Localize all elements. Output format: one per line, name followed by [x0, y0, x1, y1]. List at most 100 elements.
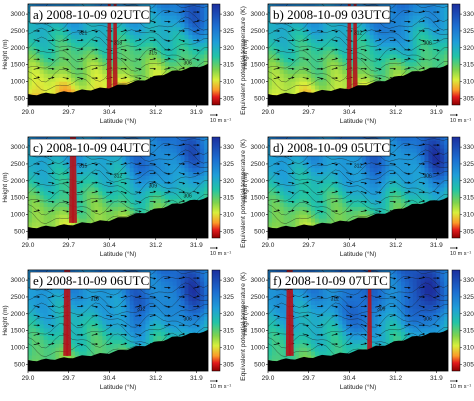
field-cell [47, 54, 53, 59]
wind-arrowhead [153, 180, 156, 184]
field-cell [330, 77, 336, 83]
field-cell [184, 148, 190, 154]
field-cell [161, 35, 166, 40]
field-cell [389, 31, 394, 36]
wind-arrowhead [168, 153, 171, 156]
field-cell [110, 70, 115, 75]
wind-arrowhead [66, 201, 69, 204]
field-cell [125, 58, 131, 63]
field-cell [196, 144, 201, 150]
field-cell [299, 199, 304, 204]
field-cell [102, 175, 107, 181]
wind-arrowhead [168, 199, 171, 203]
field-cell [412, 50, 418, 56]
field-cell [180, 54, 186, 59]
field-cell [145, 27, 150, 32]
field-cell [118, 58, 123, 63]
field-cell [28, 38, 33, 44]
field-cell [416, 27, 422, 32]
field-cell [192, 54, 197, 59]
field-cell [82, 218, 88, 224]
field-cell [168, 15, 174, 21]
field-cell [444, 50, 448, 56]
field-cell [350, 164, 355, 169]
field-cell [168, 148, 174, 154]
field-cell [149, 73, 154, 79]
field-cell [196, 35, 201, 40]
field-cell [86, 171, 92, 177]
field-cell [436, 35, 441, 40]
field-cell [200, 175, 205, 181]
field-cell [86, 187, 92, 192]
field-cell [268, 214, 273, 220]
plot-frame [27, 3, 209, 106]
field-cell [121, 191, 127, 196]
field-cell [291, 175, 296, 181]
field-cell [204, 195, 208, 200]
wind-arrowhead [321, 38, 324, 42]
field-cell [121, 164, 127, 169]
field-cell [59, 81, 64, 87]
field-cell [157, 27, 162, 32]
wind-arrowhead [110, 182, 113, 185]
field-cell [326, 70, 332, 75]
field-cell [381, 23, 386, 28]
field-cell [47, 77, 53, 83]
field-cell [393, 35, 398, 40]
field-cell [172, 27, 178, 32]
field-cell [365, 54, 371, 59]
field-cell [74, 54, 80, 59]
field-cell [74, 31, 80, 36]
field-cell [322, 171, 328, 177]
wind-arrowhead [139, 191, 142, 194]
field-cell [35, 187, 41, 192]
field-cell [287, 35, 293, 40]
field-cell [424, 15, 430, 21]
field-cell [180, 4, 186, 9]
field-cell [342, 35, 347, 40]
field-cell [90, 31, 96, 36]
field-cell [440, 54, 445, 59]
field-cell [172, 4, 178, 9]
field-cell [330, 199, 336, 204]
field-cell [291, 35, 296, 40]
field-cell [172, 23, 178, 28]
field-cell [157, 62, 162, 67]
y-axis-label: Height (m) [2, 172, 9, 202]
field-cell [314, 42, 320, 48]
field-cell [63, 168, 68, 173]
field-cell [133, 175, 139, 181]
field-cell [129, 42, 135, 48]
wind-arrowhead [182, 199, 185, 203]
wind-arrowhead [393, 67, 396, 71]
x-axis-label: Latitude (°N) [100, 250, 137, 258]
field-cell [94, 195, 100, 200]
field-cell [188, 54, 193, 59]
field-cell [137, 77, 143, 83]
field-cell [63, 183, 68, 189]
field-cell [63, 160, 68, 165]
field-cell [71, 58, 76, 63]
wind-arrowhead [124, 209, 127, 212]
wind-arrowhead [52, 76, 55, 79]
field-cell [358, 81, 363, 87]
wind-arrowhead [182, 66, 185, 70]
field-cell [318, 210, 324, 216]
y-tick-label: 2500 [251, 28, 266, 35]
field-cell [31, 38, 37, 44]
field-cell [334, 70, 340, 75]
field-cell [295, 31, 300, 36]
field-cell [125, 27, 131, 32]
field-cell [94, 50, 100, 56]
field-cell [31, 203, 37, 208]
field-cell [299, 164, 304, 169]
wind-arrowhead [153, 11, 156, 14]
field-cell [172, 38, 178, 44]
field-cell [35, 27, 41, 32]
field-cell [295, 187, 300, 192]
field-cell [125, 23, 131, 28]
field-cell [192, 15, 197, 21]
wind-arrowhead [139, 38, 142, 41]
wind-arrowhead [437, 49, 440, 52]
